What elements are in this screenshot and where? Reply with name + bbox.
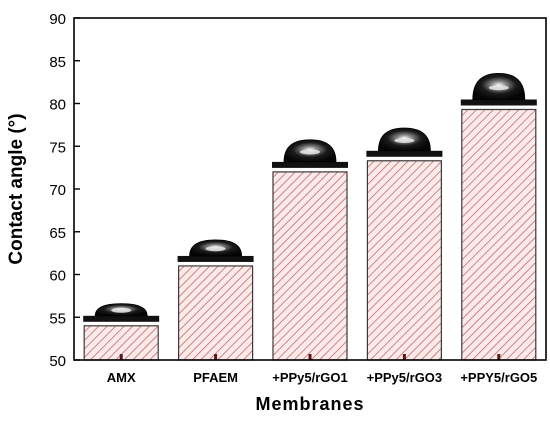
x-tick-label: +PPY5/rGO5 xyxy=(460,370,537,385)
droplet-substrate xyxy=(366,150,443,157)
bar-base-marker xyxy=(214,354,218,360)
droplet-photo xyxy=(272,139,348,168)
y-tick-label: 60 xyxy=(49,268,66,285)
y-tick-label: 85 xyxy=(49,54,66,71)
droplets-layer xyxy=(83,72,537,322)
y-tick-label: 55 xyxy=(49,310,66,327)
x-tick-label: +PPy5/rGO3 xyxy=(367,370,443,385)
y-tick-label: 75 xyxy=(49,139,66,156)
bar xyxy=(461,108,537,361)
droplet-highlight xyxy=(488,85,509,91)
bar-base-marker xyxy=(497,354,501,360)
x-tick-label: +PPy5/rGO1 xyxy=(272,370,348,385)
y-tick-label: 70 xyxy=(49,182,66,199)
droplet-substrate xyxy=(460,99,537,106)
bar-base-marker xyxy=(308,354,312,360)
droplet-substrate xyxy=(272,161,348,168)
y-tick-label: 80 xyxy=(49,97,66,114)
droplet-highlight xyxy=(205,246,226,252)
y-tick-label: 50 xyxy=(49,353,66,370)
droplet-highlight xyxy=(300,149,320,155)
bar xyxy=(178,265,254,361)
x-tick-label: AMX xyxy=(107,370,136,385)
droplet-photo xyxy=(366,127,443,157)
bar xyxy=(272,171,348,361)
droplet-highlight xyxy=(111,307,132,313)
x-axis: AMX PFAEM +PPy5/rGO1 +PPy5/rGO3 +PPY5/rGO5 xyxy=(107,370,538,385)
y-axis: 50 55 60 65 70 75 80 85 90 xyxy=(49,11,80,370)
y-tick-label: 65 xyxy=(49,225,66,242)
bar-base-marker xyxy=(402,354,406,360)
droplet-photo xyxy=(83,303,160,322)
x-axis-label: Membranes xyxy=(255,394,364,414)
y-axis-label: Contact angle (°) xyxy=(6,113,27,264)
droplet-highlight xyxy=(394,138,415,144)
droplet-substrate xyxy=(177,255,254,262)
droplet-photo xyxy=(177,239,254,262)
bar xyxy=(366,160,442,361)
droplet-photo xyxy=(460,72,537,106)
droplet-substrate xyxy=(83,315,160,322)
x-tick-label: PFAEM xyxy=(193,370,238,385)
y-tick-label: 90 xyxy=(49,11,66,28)
bar-base-marker xyxy=(119,354,123,360)
